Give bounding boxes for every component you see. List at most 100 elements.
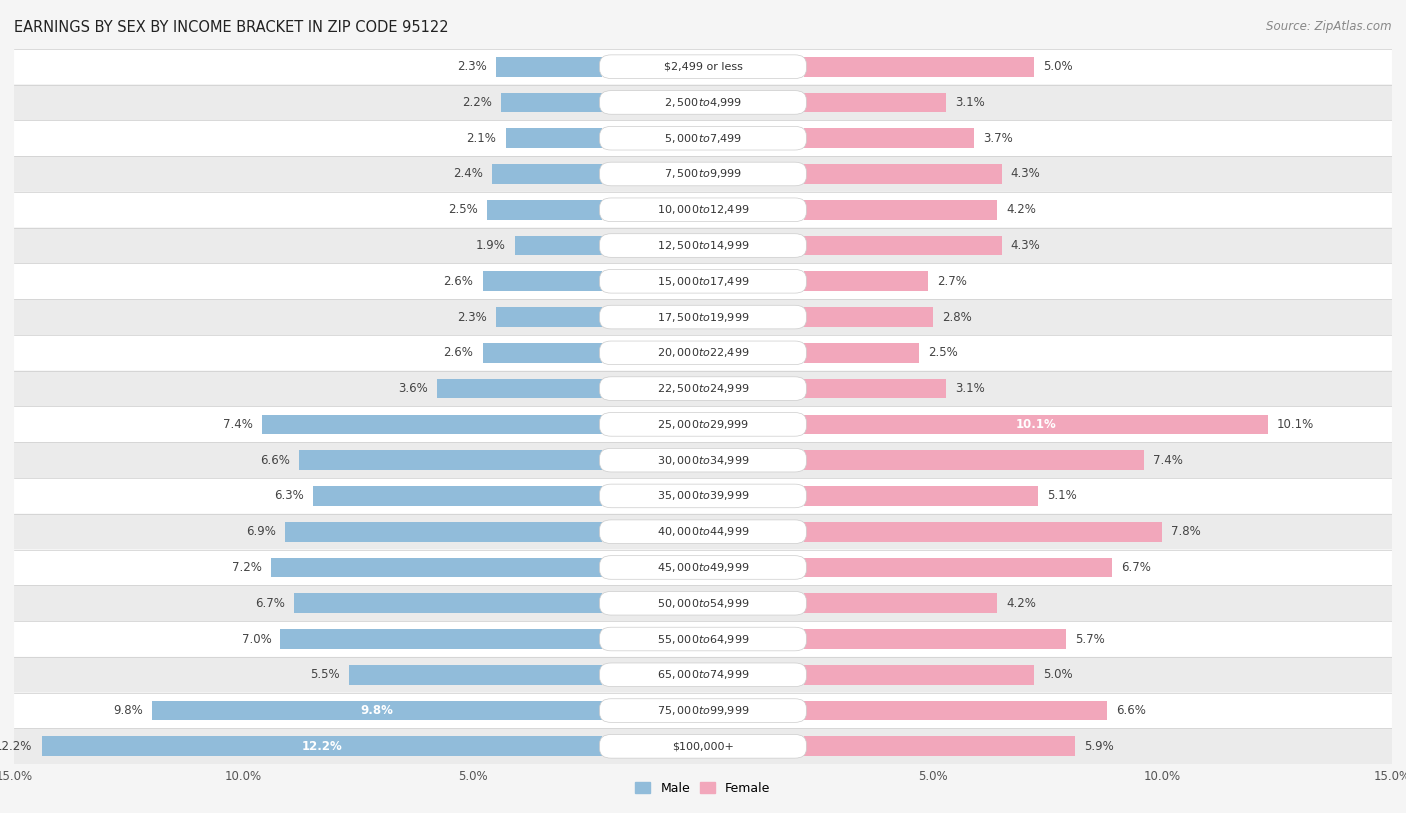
Bar xyxy=(804,450,1144,470)
FancyBboxPatch shape xyxy=(599,734,807,759)
Bar xyxy=(804,307,932,327)
Text: 5.0%: 5.0% xyxy=(1043,668,1073,681)
Text: $45,000 to $49,999: $45,000 to $49,999 xyxy=(657,561,749,574)
FancyBboxPatch shape xyxy=(14,192,1392,228)
Bar xyxy=(349,665,602,685)
Text: 7.2%: 7.2% xyxy=(232,561,262,574)
Bar xyxy=(152,701,602,720)
Text: 4.2%: 4.2% xyxy=(1007,203,1036,216)
Text: 10.1%: 10.1% xyxy=(1277,418,1315,431)
FancyBboxPatch shape xyxy=(14,585,1392,621)
FancyBboxPatch shape xyxy=(14,335,1392,371)
FancyBboxPatch shape xyxy=(14,371,1392,406)
Bar xyxy=(299,450,602,470)
Text: 3.6%: 3.6% xyxy=(398,382,427,395)
FancyBboxPatch shape xyxy=(14,299,1392,335)
Text: $20,000 to $22,499: $20,000 to $22,499 xyxy=(657,346,749,359)
FancyBboxPatch shape xyxy=(599,269,807,293)
Bar xyxy=(486,200,602,220)
FancyBboxPatch shape xyxy=(14,478,1392,514)
FancyBboxPatch shape xyxy=(14,621,1392,657)
Text: $55,000 to $64,999: $55,000 to $64,999 xyxy=(657,633,749,646)
Bar xyxy=(271,558,602,577)
Text: 5.5%: 5.5% xyxy=(311,668,340,681)
FancyBboxPatch shape xyxy=(599,448,807,472)
Text: $75,000 to $99,999: $75,000 to $99,999 xyxy=(657,704,749,717)
Text: 2.2%: 2.2% xyxy=(461,96,492,109)
Text: $30,000 to $34,999: $30,000 to $34,999 xyxy=(657,454,749,467)
Bar xyxy=(262,415,602,434)
Text: 4.3%: 4.3% xyxy=(1011,239,1040,252)
Text: 5.7%: 5.7% xyxy=(1076,633,1105,646)
FancyBboxPatch shape xyxy=(14,49,1392,85)
Text: 12.2%: 12.2% xyxy=(301,740,342,753)
Text: 7.4%: 7.4% xyxy=(1153,454,1182,467)
Text: 1.9%: 1.9% xyxy=(475,239,506,252)
Text: $25,000 to $29,999: $25,000 to $29,999 xyxy=(657,418,749,431)
Bar xyxy=(804,665,1033,685)
Bar xyxy=(804,629,1066,649)
Text: $2,499 or less: $2,499 or less xyxy=(664,62,742,72)
FancyBboxPatch shape xyxy=(14,550,1392,585)
Text: $12,500 to $14,999: $12,500 to $14,999 xyxy=(657,239,749,252)
Bar xyxy=(285,522,602,541)
Text: 10.1%: 10.1% xyxy=(1015,418,1056,431)
Bar xyxy=(496,307,602,327)
Text: 7.4%: 7.4% xyxy=(224,418,253,431)
Text: $100,000+: $100,000+ xyxy=(672,741,734,751)
Bar xyxy=(804,164,1001,184)
FancyBboxPatch shape xyxy=(599,233,807,258)
Text: 4.3%: 4.3% xyxy=(1011,167,1040,180)
Text: $10,000 to $12,499: $10,000 to $12,499 xyxy=(657,203,749,216)
Text: 7.8%: 7.8% xyxy=(1171,525,1201,538)
Text: 2.1%: 2.1% xyxy=(467,132,496,145)
Bar xyxy=(42,737,602,756)
Text: 6.6%: 6.6% xyxy=(260,454,290,467)
FancyBboxPatch shape xyxy=(14,693,1392,728)
Text: 5.9%: 5.9% xyxy=(1084,740,1114,753)
Text: $22,500 to $24,999: $22,500 to $24,999 xyxy=(657,382,749,395)
Bar xyxy=(804,415,1268,434)
Text: 2.3%: 2.3% xyxy=(457,60,486,73)
FancyBboxPatch shape xyxy=(599,663,807,687)
FancyBboxPatch shape xyxy=(599,126,807,150)
FancyBboxPatch shape xyxy=(599,341,807,365)
FancyBboxPatch shape xyxy=(14,263,1392,299)
FancyBboxPatch shape xyxy=(14,442,1392,478)
Text: 3.1%: 3.1% xyxy=(956,96,986,109)
FancyBboxPatch shape xyxy=(599,484,807,508)
Text: 5.1%: 5.1% xyxy=(1047,489,1077,502)
Text: 6.7%: 6.7% xyxy=(1121,561,1152,574)
Text: $40,000 to $44,999: $40,000 to $44,999 xyxy=(657,525,749,538)
Bar xyxy=(804,486,1038,506)
Text: 2.7%: 2.7% xyxy=(938,275,967,288)
FancyBboxPatch shape xyxy=(14,85,1392,120)
FancyBboxPatch shape xyxy=(599,520,807,544)
Text: 4.2%: 4.2% xyxy=(1007,597,1036,610)
Text: $35,000 to $39,999: $35,000 to $39,999 xyxy=(657,489,749,502)
Bar xyxy=(312,486,602,506)
Bar xyxy=(515,236,602,255)
Text: 6.6%: 6.6% xyxy=(1116,704,1146,717)
Bar xyxy=(804,128,974,148)
Text: EARNINGS BY SEX BY INCOME BRACKET IN ZIP CODE 95122: EARNINGS BY SEX BY INCOME BRACKET IN ZIP… xyxy=(14,20,449,35)
Bar xyxy=(804,593,997,613)
Bar xyxy=(482,343,602,363)
Legend: Male, Female: Male, Female xyxy=(630,776,776,801)
Bar xyxy=(294,593,602,613)
FancyBboxPatch shape xyxy=(599,376,807,401)
Text: 6.9%: 6.9% xyxy=(246,525,276,538)
Text: $17,500 to $19,999: $17,500 to $19,999 xyxy=(657,311,749,324)
Text: 2.3%: 2.3% xyxy=(457,311,486,324)
Text: $50,000 to $54,999: $50,000 to $54,999 xyxy=(657,597,749,610)
Bar xyxy=(804,93,946,112)
Text: 2.6%: 2.6% xyxy=(443,346,474,359)
Text: 3.7%: 3.7% xyxy=(983,132,1012,145)
Text: Source: ZipAtlas.com: Source: ZipAtlas.com xyxy=(1267,20,1392,33)
Bar xyxy=(492,164,602,184)
Text: 7.0%: 7.0% xyxy=(242,633,271,646)
FancyBboxPatch shape xyxy=(599,198,807,222)
Bar xyxy=(506,128,602,148)
FancyBboxPatch shape xyxy=(14,120,1392,156)
Bar xyxy=(804,701,1107,720)
